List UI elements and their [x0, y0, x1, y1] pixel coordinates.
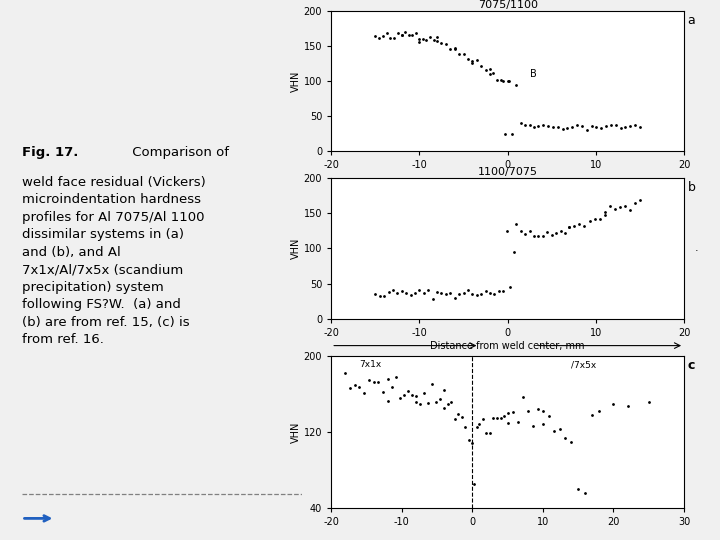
- Text: weld face residual (Vickers)
microindentation hardness
profiles for Al 7075/Al 1: weld face residual (Vickers) microindent…: [22, 176, 205, 346]
- Text: b: b: [688, 181, 696, 194]
- Title: 7075/1100: 7075/1100: [477, 0, 538, 10]
- Text: Fig. 17.: Fig. 17.: [22, 146, 78, 159]
- Text: /7x5x: /7x5x: [571, 360, 596, 369]
- Text: Comparison of: Comparison of: [128, 146, 229, 159]
- Y-axis label: VHN: VHN: [291, 421, 301, 443]
- Text: c: c: [688, 359, 695, 372]
- Text: Distance from weld center, mm: Distance from weld center, mm: [431, 341, 585, 350]
- Y-axis label: VHN: VHN: [291, 238, 301, 259]
- Text: 7x1x: 7x1x: [359, 360, 382, 369]
- Text: a: a: [688, 14, 696, 26]
- Title: 1100/7075: 1100/7075: [477, 167, 538, 178]
- Text: .: .: [695, 244, 698, 253]
- Y-axis label: VHN: VHN: [291, 70, 301, 92]
- Text: B: B: [530, 70, 536, 79]
